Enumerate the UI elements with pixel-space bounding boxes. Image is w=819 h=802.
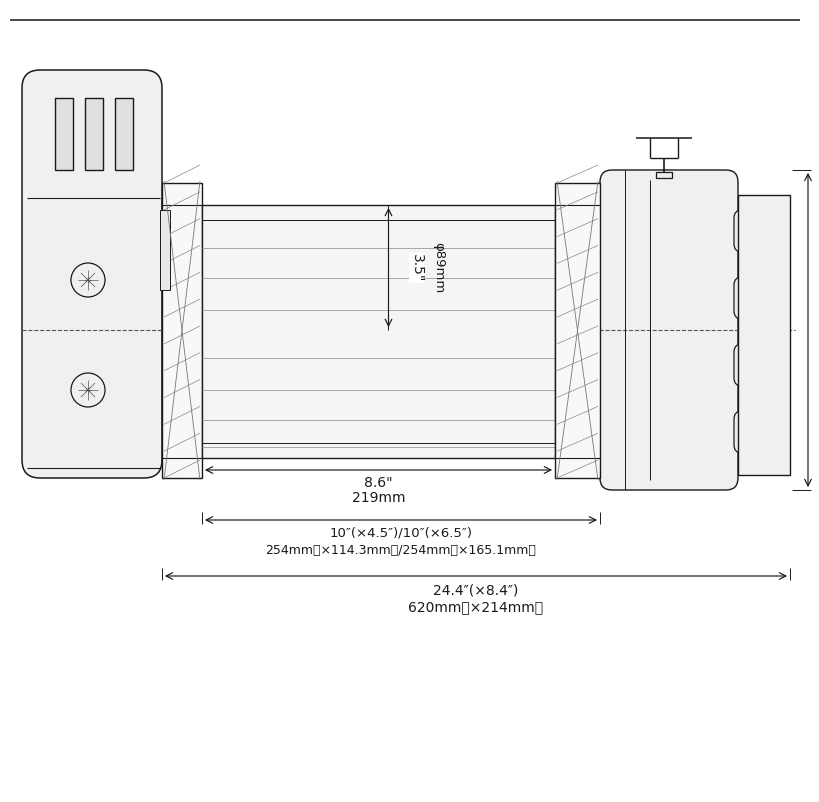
Text: 8.6": 8.6" bbox=[364, 476, 392, 490]
Text: 620mm（×214mm）: 620mm（×214mm） bbox=[408, 600, 543, 614]
Bar bbox=[201, 205, 554, 458]
FancyBboxPatch shape bbox=[22, 70, 162, 478]
Text: 8.4": 8.4" bbox=[816, 316, 819, 344]
FancyBboxPatch shape bbox=[733, 344, 763, 386]
FancyBboxPatch shape bbox=[733, 210, 763, 252]
Text: 254mm（×114.3mm）/254mm（×165.1mm）: 254mm（×114.3mm）/254mm（×165.1mm） bbox=[265, 544, 536, 557]
FancyBboxPatch shape bbox=[600, 170, 737, 490]
Text: 3.5": 3.5" bbox=[409, 253, 423, 282]
Bar bbox=[115, 98, 133, 170]
Text: 10″(×4.5″)/10″(×6.5″): 10″(×4.5″)/10″(×6.5″) bbox=[329, 526, 472, 540]
Bar bbox=[162, 183, 201, 478]
Bar bbox=[737, 195, 789, 475]
Text: 219mm: 219mm bbox=[351, 491, 405, 505]
Text: φ89mm: φ89mm bbox=[432, 242, 445, 294]
Bar bbox=[85, 98, 103, 170]
Bar bbox=[554, 183, 600, 478]
FancyBboxPatch shape bbox=[733, 277, 763, 319]
FancyBboxPatch shape bbox=[733, 411, 763, 453]
Bar bbox=[160, 210, 170, 290]
Bar bbox=[55, 98, 73, 170]
Bar bbox=[655, 172, 672, 178]
Text: 24.4″(×8.4″): 24.4″(×8.4″) bbox=[432, 583, 518, 597]
